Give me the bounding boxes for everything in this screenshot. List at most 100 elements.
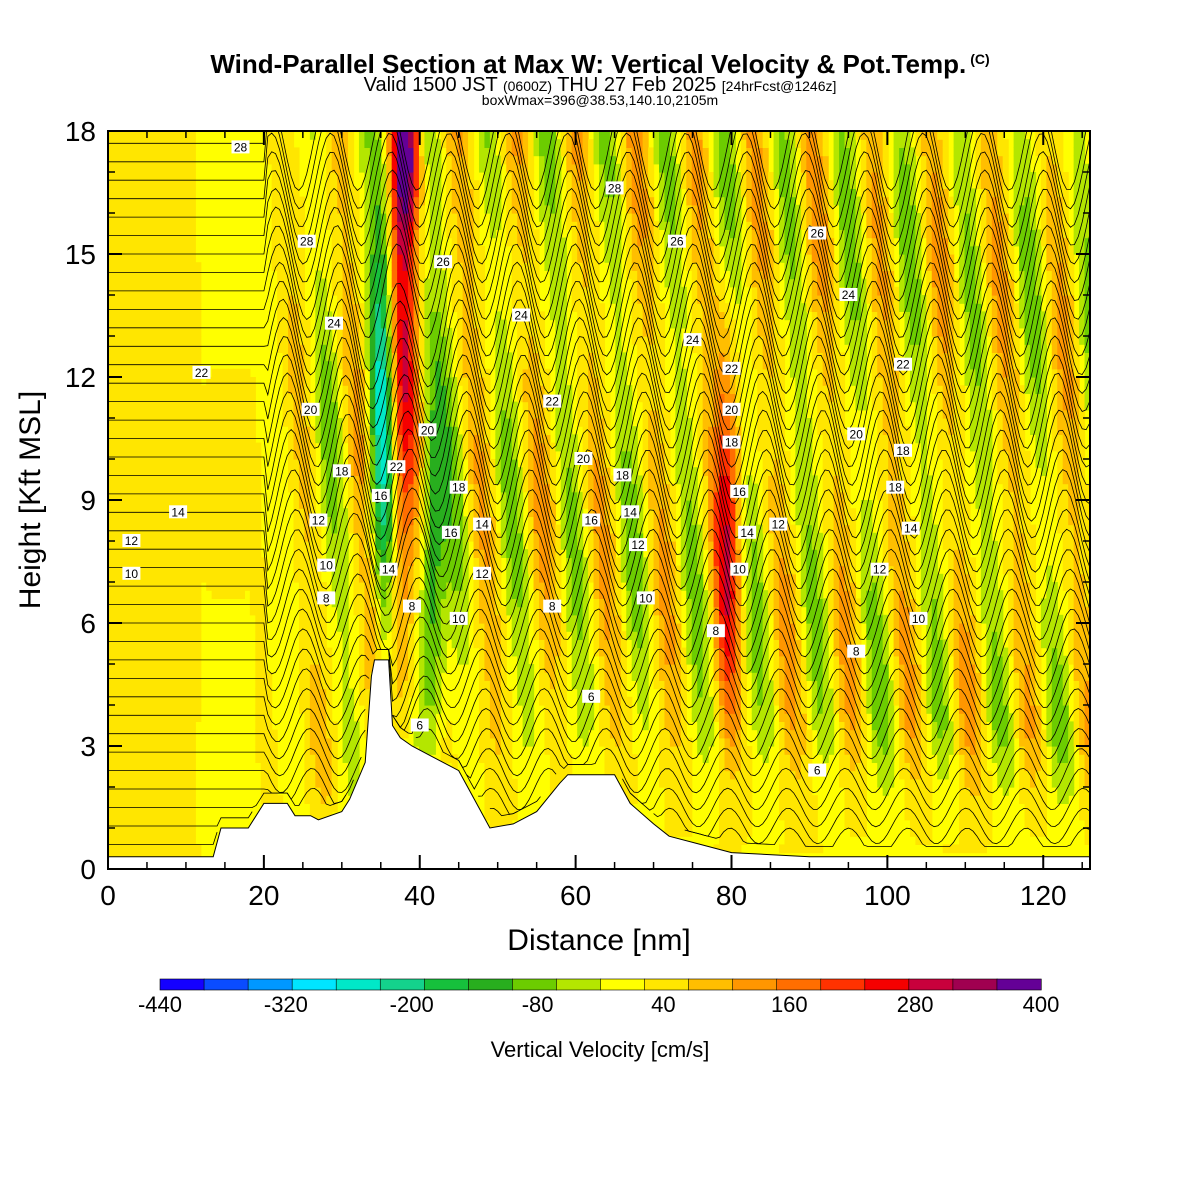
velocity-cell bbox=[528, 344, 535, 353]
velocity-cell bbox=[478, 614, 486, 624]
velocity-cell bbox=[506, 573, 513, 583]
velocity-cell bbox=[506, 139, 513, 148]
velocity-cell bbox=[337, 147, 344, 157]
velocity-cell bbox=[364, 680, 371, 690]
velocity-cell bbox=[162, 368, 169, 378]
velocity-cell bbox=[391, 655, 398, 665]
velocity-cell bbox=[544, 163, 551, 173]
velocity-cell bbox=[168, 590, 175, 599]
velocity-cell bbox=[380, 582, 387, 591]
velocity-cell bbox=[402, 278, 409, 288]
velocity-cell bbox=[189, 254, 196, 263]
velocity-cell bbox=[184, 368, 191, 378]
velocity-cell bbox=[429, 541, 436, 550]
velocity-cell bbox=[249, 516, 256, 526]
velocity-cell bbox=[391, 254, 398, 263]
velocity-cell bbox=[293, 524, 300, 534]
velocity-cell bbox=[348, 721, 355, 731]
velocity-cell bbox=[348, 286, 355, 296]
velocity-cell bbox=[124, 450, 131, 460]
velocity-cell bbox=[168, 196, 175, 206]
velocity-cell bbox=[151, 147, 158, 157]
velocity-cell bbox=[277, 237, 284, 247]
velocity-cell bbox=[249, 557, 256, 567]
velocity-cell bbox=[408, 139, 415, 148]
velocity-cell bbox=[495, 623, 502, 632]
velocity-cell bbox=[118, 336, 125, 345]
velocity-cell bbox=[320, 401, 327, 411]
velocity-cell bbox=[108, 344, 115, 353]
velocity-cell bbox=[397, 237, 404, 247]
velocity-cell bbox=[538, 163, 546, 173]
velocity-cell bbox=[189, 819, 196, 829]
velocity-cell bbox=[369, 254, 376, 263]
velocity-cell bbox=[298, 229, 305, 239]
velocity-cell bbox=[446, 418, 453, 427]
velocity-cell bbox=[118, 180, 125, 189]
velocity-cell bbox=[326, 442, 333, 452]
velocity-cell bbox=[517, 270, 524, 280]
velocity-cell bbox=[473, 483, 480, 493]
velocity-cell bbox=[178, 680, 185, 690]
velocity-cell bbox=[249, 377, 256, 386]
velocity-cell bbox=[124, 262, 131, 271]
velocity-cell bbox=[364, 647, 371, 657]
velocity-cell bbox=[320, 409, 327, 419]
velocity-cell bbox=[113, 196, 120, 206]
velocity-cell bbox=[337, 327, 344, 337]
velocity-cell bbox=[538, 434, 546, 444]
velocity-cell bbox=[195, 557, 202, 567]
velocity-cell bbox=[184, 262, 191, 271]
velocity-cell bbox=[195, 631, 202, 640]
velocity-cell bbox=[129, 631, 136, 640]
velocity-cell bbox=[189, 811, 196, 821]
velocity-cell bbox=[129, 155, 136, 165]
velocity-cell bbox=[315, 811, 322, 821]
velocity-cell bbox=[146, 828, 153, 837]
velocity-cell bbox=[337, 598, 344, 608]
velocity-cell bbox=[489, 778, 496, 788]
velocity-cell bbox=[549, 262, 556, 271]
velocity-cell bbox=[468, 352, 475, 362]
velocity-cell bbox=[173, 196, 180, 206]
velocity-cell bbox=[217, 475, 224, 485]
velocity-cell bbox=[397, 295, 404, 304]
velocity-cell bbox=[140, 155, 147, 165]
velocity-cell bbox=[151, 204, 158, 214]
velocity-cell bbox=[124, 196, 131, 206]
velocity-cell bbox=[506, 688, 513, 698]
velocity-cell bbox=[342, 327, 349, 337]
velocity-cell bbox=[473, 352, 480, 362]
velocity-cell bbox=[397, 401, 404, 411]
velocity-cell bbox=[282, 213, 289, 222]
velocity-cell bbox=[435, 188, 442, 198]
velocity-cell bbox=[522, 245, 529, 255]
velocity-cell bbox=[140, 459, 147, 468]
velocity-cell bbox=[397, 409, 404, 419]
velocity-cell bbox=[288, 450, 295, 460]
velocity-cell bbox=[424, 131, 431, 140]
velocity-cell bbox=[146, 524, 153, 534]
velocity-cell bbox=[206, 516, 213, 526]
velocity-cell bbox=[309, 500, 316, 509]
velocity-cell bbox=[495, 737, 502, 747]
velocity-cell bbox=[282, 377, 289, 386]
velocity-cell bbox=[288, 442, 295, 452]
velocity-cell bbox=[418, 303, 426, 312]
velocity-cell bbox=[413, 352, 420, 362]
velocity-cell bbox=[391, 401, 398, 411]
velocity-cell bbox=[538, 450, 546, 460]
velocity-cell bbox=[549, 196, 556, 206]
velocity-cell bbox=[457, 582, 464, 591]
velocity-cell bbox=[484, 163, 491, 173]
velocity-cell bbox=[228, 565, 235, 575]
velocity-cell bbox=[506, 475, 513, 485]
velocity-cell bbox=[173, 491, 180, 501]
velocity-cell bbox=[331, 131, 338, 140]
velocity-cell bbox=[135, 188, 142, 198]
velocity-cell bbox=[435, 639, 442, 649]
velocity-cell bbox=[277, 311, 284, 321]
velocity-cell bbox=[538, 516, 546, 526]
velocity-cell bbox=[271, 737, 278, 747]
velocity-cell bbox=[538, 393, 546, 403]
